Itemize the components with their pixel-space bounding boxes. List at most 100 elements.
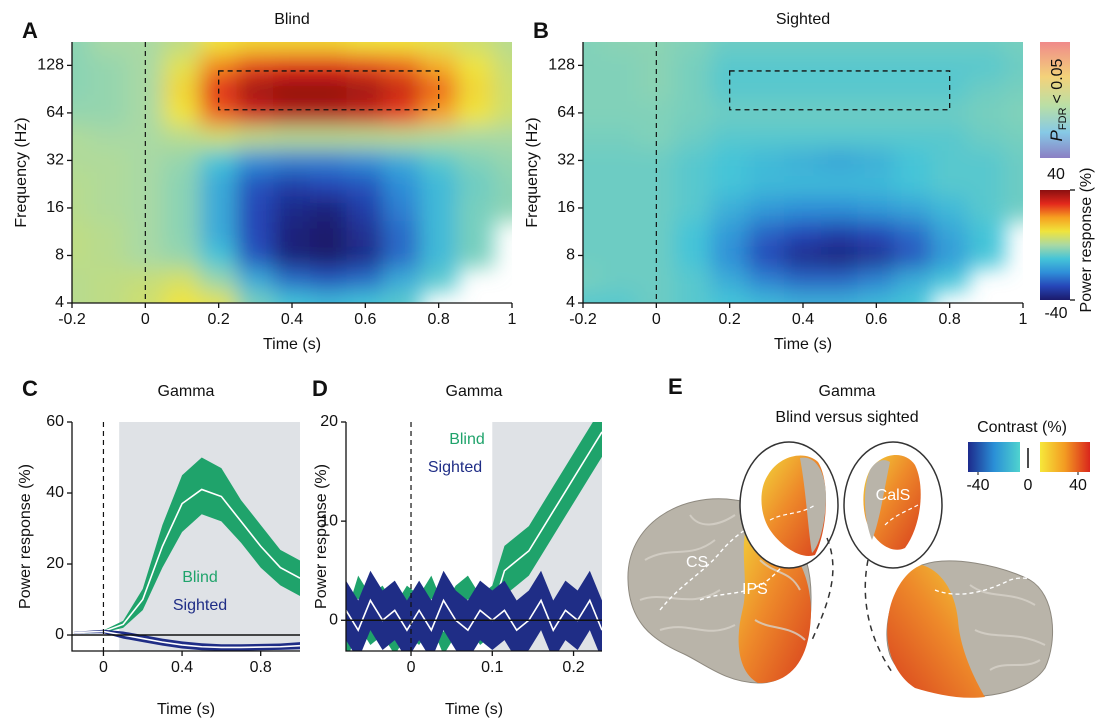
heatmap-cell [90, 53, 128, 77]
heatmap-cell [273, 244, 311, 268]
heatmap [32, 2, 553, 344]
heatmap-cell [127, 100, 165, 125]
heatmap-cell [748, 124, 786, 149]
heatmap-cell [90, 195, 128, 221]
panel-subtitle: Blind versus sighted [775, 409, 918, 426]
heatmap-cell [273, 77, 311, 102]
y-tick-label: 8 [566, 247, 575, 264]
heatmap-cell [894, 290, 932, 343]
heatmap-cell [347, 244, 385, 268]
heatmap-cell [200, 100, 238, 125]
significance-text: < 0.05 [1049, 58, 1066, 103]
heatmap-cell [237, 100, 275, 125]
x-tick-label: 0.6 [354, 311, 376, 328]
heatmap-cell [383, 124, 421, 149]
heatmap-cell [894, 244, 932, 268]
colorbar-label: Power response (%) [1078, 168, 1095, 313]
colorbar-tick-label: -40 [966, 477, 989, 494]
heatmap-cell [858, 148, 896, 172]
heatmap-cell [127, 244, 165, 268]
heatmap-cell [601, 100, 639, 125]
heatmap-cell [968, 171, 1006, 196]
heatmap-cell [748, 53, 786, 77]
heatmap-cell [457, 100, 495, 125]
heatmap-cell [493, 148, 552, 172]
heatmap-cell [543, 2, 602, 55]
x-axis-label: Time (s) [774, 336, 832, 353]
y-tick-label: 64 [557, 104, 575, 121]
heatmap-cell [420, 195, 458, 221]
heatmap-cell [821, 220, 859, 245]
heatmap-cell [968, 148, 1006, 172]
heatmap-cell [347, 124, 385, 149]
heatmap-cell [858, 244, 896, 268]
heatmap-cell [237, 244, 275, 268]
heatmap-cell [858, 2, 896, 55]
y-tick-label: 32 [46, 152, 64, 169]
heatmap-cell [310, 148, 348, 172]
heatmap-cell [493, 171, 552, 196]
heatmap-cell [858, 171, 896, 196]
heatmap-cell [821, 171, 859, 196]
heatmap-cell [383, 53, 421, 77]
heatmap-cell [237, 53, 275, 77]
heatmap-cell [674, 148, 712, 172]
colorbar-tick-label: 0 [1024, 477, 1033, 494]
panel-title: Blind [274, 11, 310, 28]
heatmap-cell [821, 53, 859, 77]
heatmap-cell [543, 77, 602, 102]
heatmap-cell [200, 195, 238, 221]
heatmap-cell [163, 2, 201, 55]
heatmap-cell [273, 220, 311, 245]
heatmap-cell [968, 195, 1006, 221]
y-axis-label: Power response (%) [17, 464, 34, 609]
heatmap-cell [457, 53, 495, 77]
heatmap-cell [968, 220, 1006, 245]
heatmap-cell [493, 100, 552, 125]
x-tick-label: 0.2 [719, 311, 741, 328]
heatmap-cell [90, 244, 128, 268]
colorbar [1040, 190, 1070, 300]
heatmap-cell [383, 2, 421, 55]
heatmap-cell [163, 244, 201, 268]
heatmap-cell [457, 171, 495, 196]
heatmap-cell [931, 148, 969, 172]
heatmap-cell [674, 2, 712, 55]
heatmap-cell [784, 124, 822, 149]
heatmap-cell [90, 267, 128, 292]
region-label: CS [686, 554, 708, 571]
heatmap-cell [237, 171, 275, 196]
heatmap-cell [638, 171, 676, 196]
heatmap-cell [748, 148, 786, 172]
heatmap-cell [32, 2, 91, 55]
heatmap-cell [200, 244, 238, 268]
heatmap-cell [200, 267, 238, 292]
x-tick-label: 0.2 [208, 311, 230, 328]
heatmap-cell [711, 148, 749, 172]
heatmap-cell [420, 267, 458, 292]
heatmap-cell [931, 171, 969, 196]
heatmap-cell [674, 100, 712, 125]
heatmap-cell [273, 148, 311, 172]
heatmap-cell [968, 53, 1006, 77]
heatmap-cell [273, 124, 311, 149]
heatmap-cell [457, 148, 495, 172]
heatmap-cell [237, 2, 275, 55]
heatmap-cell [273, 267, 311, 292]
y-tick-label: 10 [320, 512, 338, 529]
x-tick-label: 0.8 [250, 659, 272, 676]
heatmap-cell [821, 148, 859, 172]
significance-subscript: FDR [1057, 107, 1069, 130]
heatmap-cell [858, 220, 896, 245]
heatmap-cell [674, 290, 712, 343]
heatmap-cell [420, 2, 458, 55]
heatmap-cell [347, 171, 385, 196]
heatmap-cell [711, 220, 749, 245]
heatmap-cell [711, 267, 749, 292]
heatmap-cell [237, 77, 275, 102]
panel-title: Gamma [446, 383, 503, 400]
heatmap-cell [347, 53, 385, 77]
heatmap-cell [711, 171, 749, 196]
heatmap-cell [347, 220, 385, 245]
heatmap-cell [821, 100, 859, 125]
